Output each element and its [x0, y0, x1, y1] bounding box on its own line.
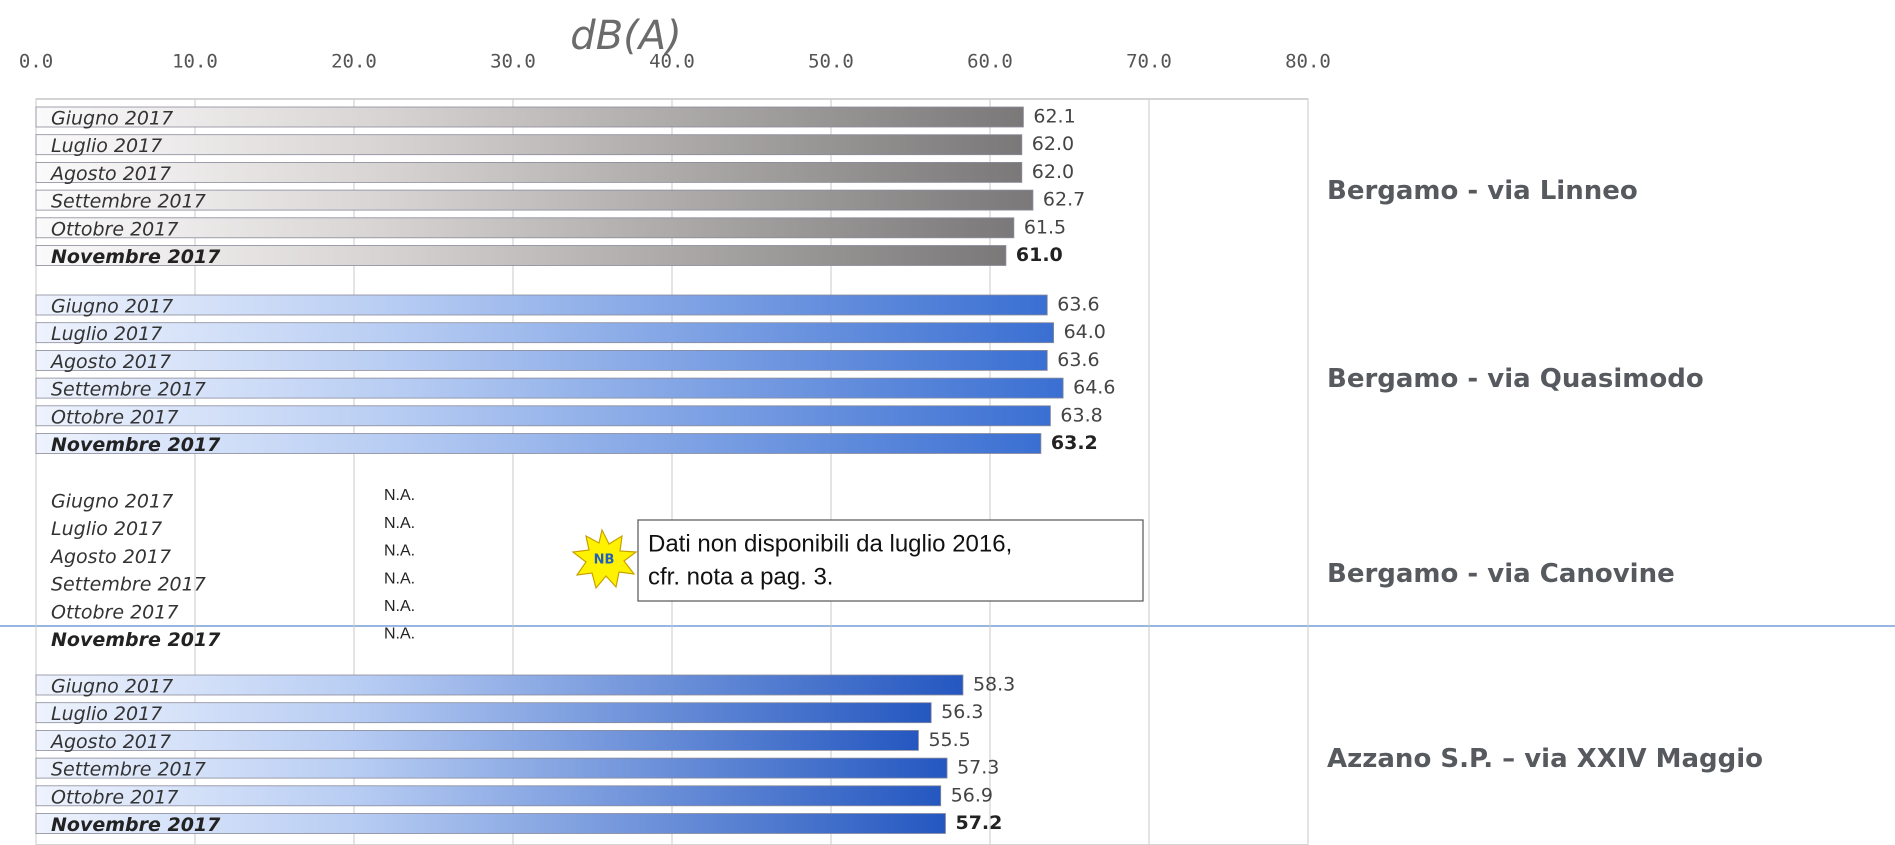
- category-label: Ottobre 2017: [51, 218, 178, 240]
- annotation: NB Dati non disponibili da luglio 2016, …: [571, 519, 1144, 602]
- value-label: 63.2: [1051, 432, 1098, 454]
- bar: [35, 757, 948, 779]
- value-label: 61.5: [1024, 216, 1066, 238]
- bar: [35, 405, 1051, 427]
- category-label: Settembre 2017: [51, 191, 206, 213]
- x-tick-label: 80.0: [1285, 51, 1331, 73]
- category-label: Novembre 2017: [51, 629, 221, 651]
- category-label: Luglio 2017: [51, 518, 162, 540]
- value-label: N.A.: [384, 487, 415, 504]
- value-label: N.A.: [384, 543, 415, 560]
- category-label: Giugno 2017: [51, 296, 173, 318]
- nb-burst: [571, 528, 638, 590]
- category-label: Novembre 2017: [51, 814, 221, 836]
- category-label: Settembre 2017: [51, 574, 206, 596]
- value-label: N.A.: [384, 598, 415, 615]
- x-tick-label: 60.0: [967, 51, 1013, 73]
- bar: [35, 134, 1023, 156]
- category-label: Agosto 2017: [49, 546, 171, 568]
- category-label: Giugno 2017: [51, 491, 173, 513]
- value-label: 63.6: [1057, 349, 1099, 371]
- category-label: Giugno 2017: [51, 108, 173, 130]
- value-label: 62.0: [1032, 133, 1074, 155]
- group-label: Azzano S.P. – via XXIV Maggio: [1327, 744, 1763, 774]
- axis-title: dB(A): [570, 13, 681, 59]
- x-tick-label: 0.0: [19, 51, 53, 73]
- x-tick-label: 20.0: [331, 51, 377, 73]
- x-tick-label: 10.0: [172, 51, 218, 73]
- value-label: 57.2: [955, 812, 1002, 834]
- value-label: N.A.: [384, 570, 415, 587]
- bar: [35, 785, 942, 807]
- bar: [35, 217, 1015, 239]
- value-label: 64.6: [1073, 377, 1115, 399]
- nb-badge: NB: [594, 553, 615, 568]
- category-label: Settembre 2017: [51, 759, 206, 781]
- group-label: Bergamo - via Linneo: [1327, 176, 1638, 206]
- category-label: Agosto 2017: [49, 731, 171, 753]
- value-label: 56.9: [951, 784, 993, 806]
- bar: [35, 294, 1048, 316]
- value-label: 61.0: [1016, 244, 1063, 266]
- value-label: 64.0: [1064, 321, 1106, 343]
- category-label: Giugno 2017: [51, 676, 173, 698]
- category-label: Luglio 2017: [51, 135, 162, 157]
- bar: [35, 433, 1042, 454]
- category-label: Luglio 2017: [51, 703, 162, 725]
- value-label: 62.1: [1033, 106, 1075, 128]
- bar: [35, 245, 1007, 266]
- bar: [35, 730, 919, 751]
- bar: [35, 377, 1064, 399]
- category-label: Ottobre 2017: [51, 786, 178, 808]
- value-label: 62.7: [1043, 189, 1085, 211]
- bar: [35, 322, 1054, 344]
- group-label: Bergamo - via Quasimodo: [1327, 364, 1704, 394]
- x-tick-label: 70.0: [1126, 51, 1172, 73]
- bar: [35, 161, 1023, 183]
- value-label: 55.5: [928, 729, 970, 751]
- note-box: [637, 519, 1144, 602]
- value-label: 62.0: [1032, 161, 1074, 183]
- value-label: 56.3: [941, 701, 983, 723]
- x-tick-label: 50.0: [808, 51, 854, 73]
- value-label: N.A.: [384, 515, 415, 532]
- bar: [35, 702, 932, 724]
- bar: [35, 189, 1034, 211]
- category-label: Ottobre 2017: [51, 406, 178, 428]
- category-label: Agosto 2017: [49, 351, 171, 373]
- bar: [35, 106, 1024, 128]
- category-label: Luglio 2017: [51, 323, 162, 345]
- note-text: Dati non disponibili da luglio 2016,: [648, 530, 1012, 557]
- value-label: 58.3: [973, 674, 1015, 696]
- group-label: Bergamo - via Canovine: [1327, 559, 1675, 589]
- value-label: 57.3: [957, 757, 999, 779]
- category-label: Agosto 2017: [49, 163, 171, 185]
- x-tick-label: 40.0: [649, 51, 695, 73]
- category-label: Settembre 2017: [51, 379, 206, 401]
- value-label: N.A.: [384, 626, 415, 643]
- note-text: cfr. nota a pag. 3.: [648, 563, 833, 590]
- x-tick-label: 30.0: [490, 51, 536, 73]
- bar: [35, 813, 946, 834]
- bar: [35, 349, 1048, 371]
- category-label: Novembre 2017: [51, 434, 221, 456]
- value-label: 63.6: [1057, 294, 1099, 316]
- bar: [35, 674, 964, 696]
- value-label: 63.8: [1060, 404, 1102, 426]
- category-label: Novembre 2017: [51, 246, 221, 268]
- category-label: Ottobre 2017: [51, 601, 178, 623]
